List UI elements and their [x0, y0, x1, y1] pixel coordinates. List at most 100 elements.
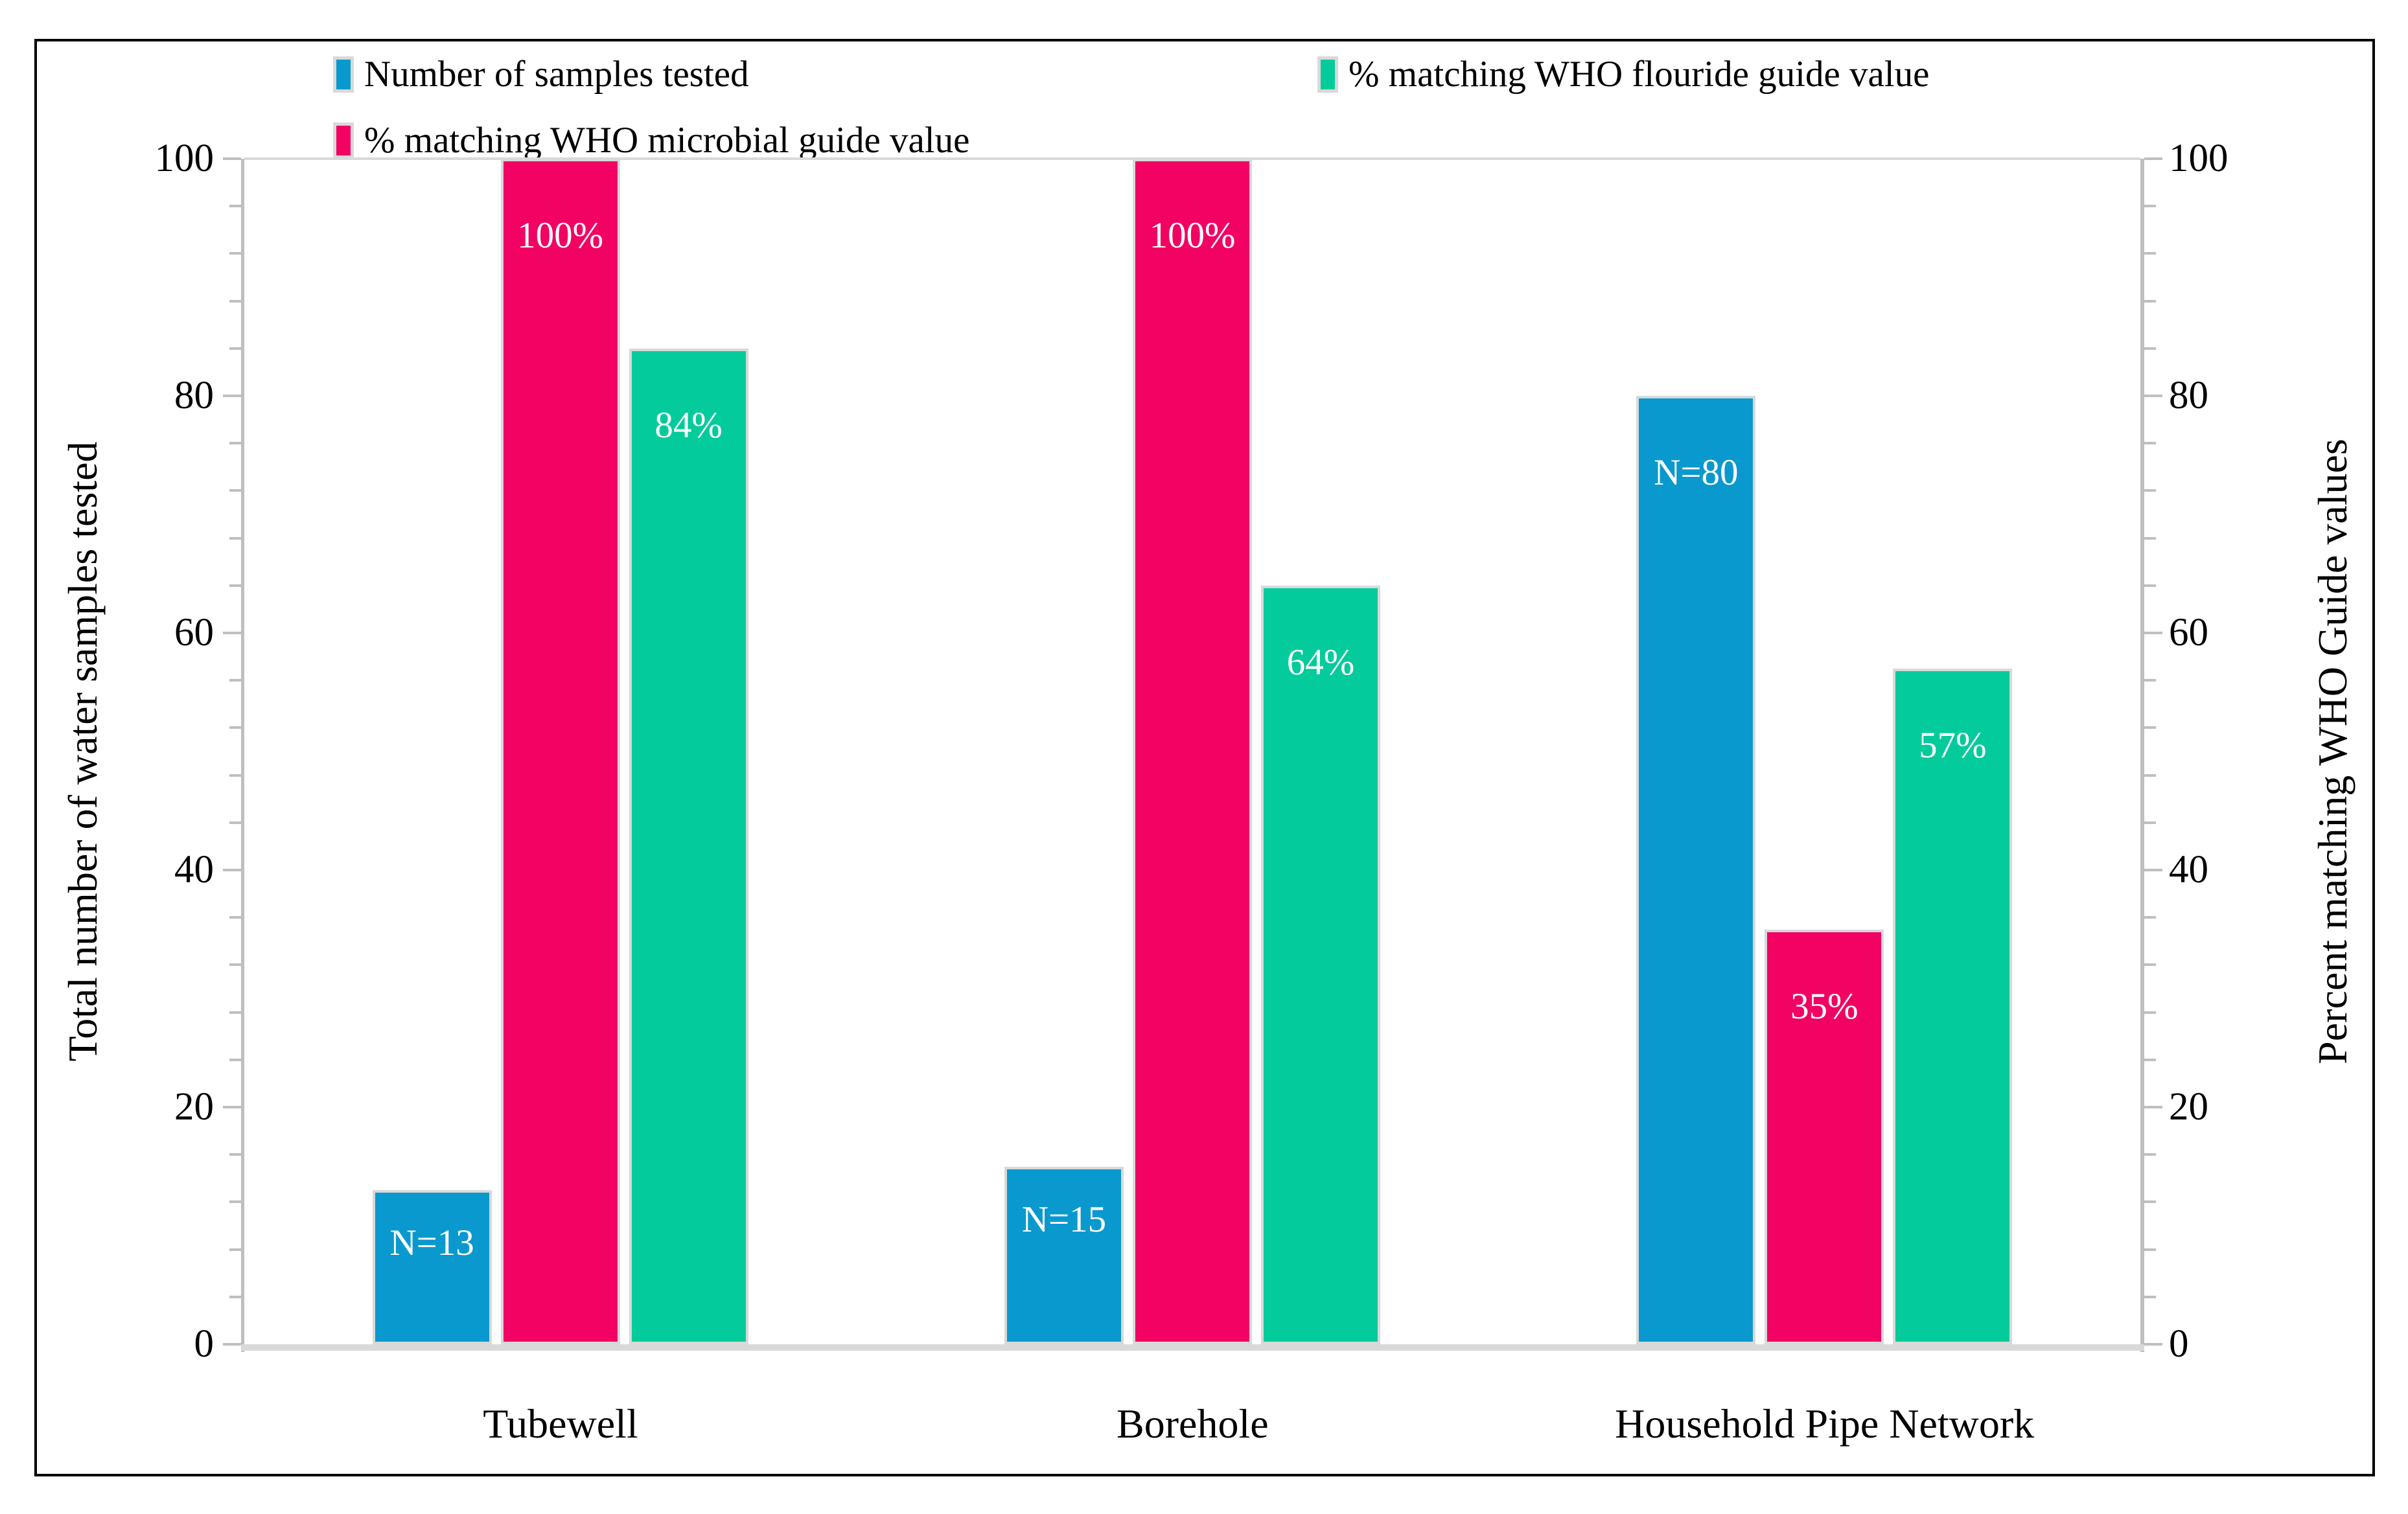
left-minor-tick: [229, 536, 241, 540]
left-axis-tick-label: 100: [154, 137, 214, 180]
right-major-tick: [2144, 632, 2162, 634]
bar-data-label: 35%: [1790, 985, 1858, 1027]
right-minor-tick: [2144, 536, 2156, 540]
right-minor-tick: [2144, 252, 2156, 255]
left-axis-tick-label: 20: [174, 1085, 214, 1129]
bar-data-label: 84%: [654, 404, 723, 446]
bar-series1-borehole: 100%: [1133, 159, 1252, 1344]
right-axis-tick-label: 60: [2169, 611, 2208, 654]
right-axis-tick-label: 40: [2169, 848, 2208, 891]
left-minor-tick: [229, 347, 241, 350]
left-minor-tick: [229, 679, 241, 682]
bar-series0-household-pipe-network: N=80: [1636, 396, 1756, 1344]
right-minor-tick: [2144, 1200, 2156, 1204]
right-major-tick: [2144, 1106, 2162, 1108]
legend-marker-flouride-icon: [1317, 56, 1338, 93]
left-minor-tick: [229, 726, 241, 729]
x-axis-label-household-pipe-network: Household Pipe Network: [1615, 1401, 2035, 1447]
left-minor-tick: [229, 442, 241, 445]
right-axis-tick-label: 100: [2169, 137, 2229, 180]
left-axis-line: [241, 159, 244, 1352]
left-major-tick: [223, 395, 241, 397]
bar-series2-household-pipe-network: 57%: [1893, 668, 2013, 1344]
left-minor-tick: [229, 205, 241, 208]
right-major-tick: [2144, 1343, 2162, 1346]
x-axis-label-tubewell: Tubewell: [483, 1401, 638, 1447]
bar-series1-household-pipe-network: 35%: [1765, 929, 1884, 1344]
right-axis-line: [2140, 159, 2144, 1352]
right-minor-tick: [2144, 584, 2156, 587]
right-minor-tick: [2144, 679, 2156, 682]
left-axis-tick-label: 0: [194, 1322, 214, 1366]
left-axis-tick-label: 80: [174, 374, 214, 417]
left-minor-tick: [229, 489, 241, 492]
plot-area: 0 20 40 60 80 100 0 20 40 60 80 100 N=13 100% 84% N=15 1…: [155, 139, 2229, 1364]
left-minor-tick: [229, 252, 241, 255]
bar-series2-borehole: 64%: [1261, 585, 1380, 1344]
left-major-tick: [223, 632, 241, 634]
right-axis-title: Percent matching WHO Guide values: [2310, 439, 2356, 1064]
bar-data-label: 57%: [1919, 724, 1987, 766]
left-minor-tick: [229, 916, 241, 919]
left-minor-tick: [229, 774, 241, 777]
left-major-tick: [223, 1343, 241, 1346]
bar-series0-tubewell: N=13: [372, 1190, 492, 1344]
right-minor-tick: [2144, 205, 2156, 208]
right-minor-tick: [2144, 347, 2156, 350]
legend-marker-samples-icon: [333, 56, 354, 93]
left-minor-tick: [229, 1011, 241, 1014]
right-minor-tick: [2144, 489, 2156, 492]
right-minor-tick: [2144, 442, 2156, 445]
left-minor-tick: [229, 963, 241, 967]
bar-data-label: N=80: [1654, 452, 1739, 493]
bar-series0-borehole: N=15: [1004, 1166, 1124, 1344]
left-major-tick: [223, 869, 241, 871]
bar-series2-tubewell: 84%: [629, 348, 748, 1344]
right-axis-tick-label: 0: [2169, 1322, 2189, 1366]
right-major-tick: [2144, 869, 2162, 871]
bar-data-label: 100%: [1149, 215, 1236, 256]
right-minor-tick: [2144, 1295, 2156, 1298]
left-minor-tick: [229, 821, 241, 824]
left-minor-tick: [229, 584, 241, 587]
right-minor-tick: [2144, 299, 2156, 303]
right-minor-tick: [2144, 916, 2156, 919]
x-axis-label-borehole: Borehole: [1117, 1401, 1269, 1447]
right-major-tick: [2144, 157, 2162, 160]
left-minor-tick: [229, 1153, 241, 1156]
right-minor-tick: [2144, 1011, 2156, 1014]
legend-label-flouride: % matching WHO flouride guide value: [1349, 54, 1930, 95]
x-axis-category-labels: Tubewell Borehole Household Pipe Network: [244, 1398, 2140, 1456]
right-minor-tick: [2144, 1058, 2156, 1061]
right-minor-tick: [2144, 1248, 2156, 1251]
right-axis-tick-label: 20: [2169, 1085, 2208, 1129]
legend-marker-microbial-icon: [333, 122, 354, 159]
bar-data-label: N=13: [389, 1222, 474, 1264]
bar-data-label: N=15: [1021, 1199, 1107, 1240]
right-minor-tick: [2144, 963, 2156, 967]
left-axis-title: Total number of water samples tested: [60, 441, 106, 1062]
right-minor-tick: [2144, 726, 2156, 729]
legend-label-microbial: % matching WHO microbial guide value: [364, 120, 970, 161]
left-major-tick: [223, 1106, 241, 1108]
right-minor-tick: [2144, 1153, 2156, 1156]
left-minor-tick: [229, 1248, 241, 1251]
right-axis-tick-label: 80: [2169, 374, 2208, 417]
left-axis-tick-label: 60: [174, 611, 214, 654]
legend-item-microbial: % matching WHO microbial guide value: [333, 120, 969, 161]
left-major-tick: [223, 157, 241, 160]
right-minor-tick: [2144, 774, 2156, 777]
right-major-tick: [2144, 395, 2162, 397]
right-minor-tick: [2144, 821, 2156, 824]
bar-data-label: 100%: [517, 215, 604, 256]
legend-item-flouride: % matching WHO flouride guide value: [1317, 54, 1929, 95]
x-axis-line: [241, 1344, 2144, 1351]
left-minor-tick: [229, 1295, 241, 1298]
bar-data-label: 64%: [1286, 641, 1355, 683]
left-minor-tick: [229, 1058, 241, 1061]
left-minor-tick: [229, 299, 241, 303]
legend-item-samples-tested: Number of samples tested: [333, 54, 749, 95]
bar-series1-tubewell: 100%: [500, 159, 620, 1344]
legend-label-samples: Number of samples tested: [364, 54, 749, 95]
